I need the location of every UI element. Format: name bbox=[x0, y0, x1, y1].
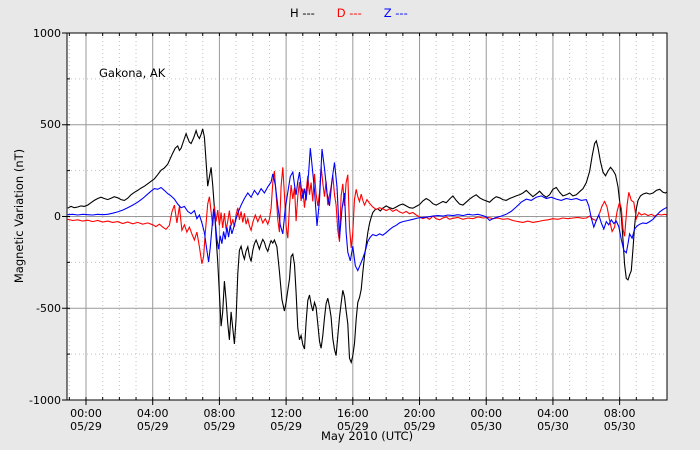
plot-frame bbox=[66, 32, 668, 401]
x-tick-label: 12:00 05/29 bbox=[270, 407, 302, 433]
legend-label-d: D bbox=[336, 6, 346, 20]
y-tick-label: 500 bbox=[40, 118, 61, 132]
y-tick-label: 1000 bbox=[33, 26, 61, 40]
y-tick-label: 0 bbox=[54, 210, 61, 223]
chart-legend: H --- D --- Z --- bbox=[290, 6, 408, 20]
x-tick-label: 00:00 05/29 bbox=[70, 407, 102, 433]
station-annotation: Gakona, AK bbox=[99, 66, 166, 80]
x-tick-label: 08:00 05/30 bbox=[603, 407, 636, 433]
series-line-z bbox=[67, 148, 667, 272]
y-tick-label: -500 bbox=[36, 301, 61, 315]
x-tick-label: 04:00 05/30 bbox=[537, 407, 569, 433]
x-tick-label: 04:00 05/29 bbox=[136, 407, 169, 433]
legend-item-z: Z --- bbox=[384, 6, 408, 20]
legend-dash-d: --- bbox=[349, 6, 362, 20]
legend-dash-h: --- bbox=[302, 6, 315, 20]
legend-label-z: Z bbox=[383, 6, 392, 20]
x-tick-label: 20:00 05/29 bbox=[403, 407, 436, 433]
x-axis-title: May 2010 (UTC) bbox=[320, 429, 414, 443]
legend-item-d: D --- bbox=[337, 6, 362, 20]
legend-label-h: H bbox=[290, 6, 299, 20]
x-tick-label: 08:00 05/29 bbox=[203, 407, 236, 433]
legend-dash-z: --- bbox=[395, 6, 408, 20]
legend-item-h: H --- bbox=[290, 6, 315, 20]
x-tick-label: 16:00 05/29 bbox=[336, 407, 369, 433]
x-tick-label: 00:00 05/30 bbox=[470, 407, 503, 433]
series-line-h bbox=[67, 128, 667, 365]
y-tick-label: -1000 bbox=[29, 393, 61, 407]
